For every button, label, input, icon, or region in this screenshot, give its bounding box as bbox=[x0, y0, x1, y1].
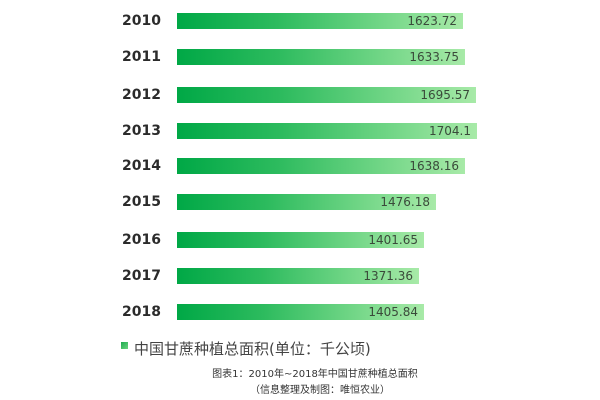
value-label: 1371.36 bbox=[363, 269, 413, 283]
bar-row: 2015 1476.18 bbox=[0, 193, 600, 211]
value-label: 1704.1 bbox=[429, 124, 471, 138]
bar-row: 2016 1401.65 bbox=[0, 231, 600, 249]
year-label: 2018 bbox=[122, 304, 161, 320]
bar: 1695.57 bbox=[177, 87, 476, 103]
bar-row: 2013 1704.1 bbox=[0, 122, 600, 140]
bar: 1623.72 bbox=[177, 13, 463, 29]
bar-row: 2010 1623.72 bbox=[0, 12, 600, 30]
year-label: 2010 bbox=[122, 13, 161, 29]
bar: 1476.18 bbox=[177, 194, 436, 210]
value-label: 1638.16 bbox=[409, 159, 459, 173]
value-label: 1695.57 bbox=[420, 88, 470, 102]
year-label: 2011 bbox=[122, 49, 161, 65]
year-label: 2017 bbox=[122, 268, 161, 284]
bar: 1638.16 bbox=[177, 158, 465, 174]
bar-row: 2011 1633.75 bbox=[0, 48, 600, 66]
value-label: 1476.18 bbox=[380, 195, 430, 209]
bar: 1405.84 bbox=[177, 304, 424, 320]
bar-row: 2014 1638.16 bbox=[0, 157, 600, 175]
value-label: 1633.75 bbox=[409, 50, 459, 64]
bar: 1704.1 bbox=[177, 123, 477, 139]
chart-caption: 图表1：2010年~2018年中国甘蔗种植总面积 bbox=[212, 369, 418, 380]
legend: 中国甘蔗种植总面积(单位：千公顷) bbox=[121, 338, 371, 359]
year-label: 2014 bbox=[122, 158, 161, 174]
year-label: 2015 bbox=[122, 194, 161, 210]
chart-source: （信息整理及制图：唯恒农业） bbox=[250, 385, 390, 396]
value-label: 1623.72 bbox=[407, 14, 457, 28]
bar-row: 2018 1405.84 bbox=[0, 303, 600, 321]
legend-label: 中国甘蔗种植总面积(单位：千公顷) bbox=[134, 340, 371, 358]
value-label: 1401.65 bbox=[368, 233, 418, 247]
legend-swatch-icon bbox=[121, 342, 128, 349]
year-label: 2013 bbox=[122, 123, 161, 139]
bar: 1371.36 bbox=[177, 268, 419, 284]
value-label: 1405.84 bbox=[368, 305, 418, 319]
bar: 1633.75 bbox=[177, 49, 465, 65]
bar-row: 2012 1695.57 bbox=[0, 86, 600, 104]
year-label: 2012 bbox=[122, 87, 161, 103]
year-label: 2016 bbox=[122, 232, 161, 248]
bar-row: 2017 1371.36 bbox=[0, 267, 600, 285]
bar: 1401.65 bbox=[177, 232, 424, 248]
